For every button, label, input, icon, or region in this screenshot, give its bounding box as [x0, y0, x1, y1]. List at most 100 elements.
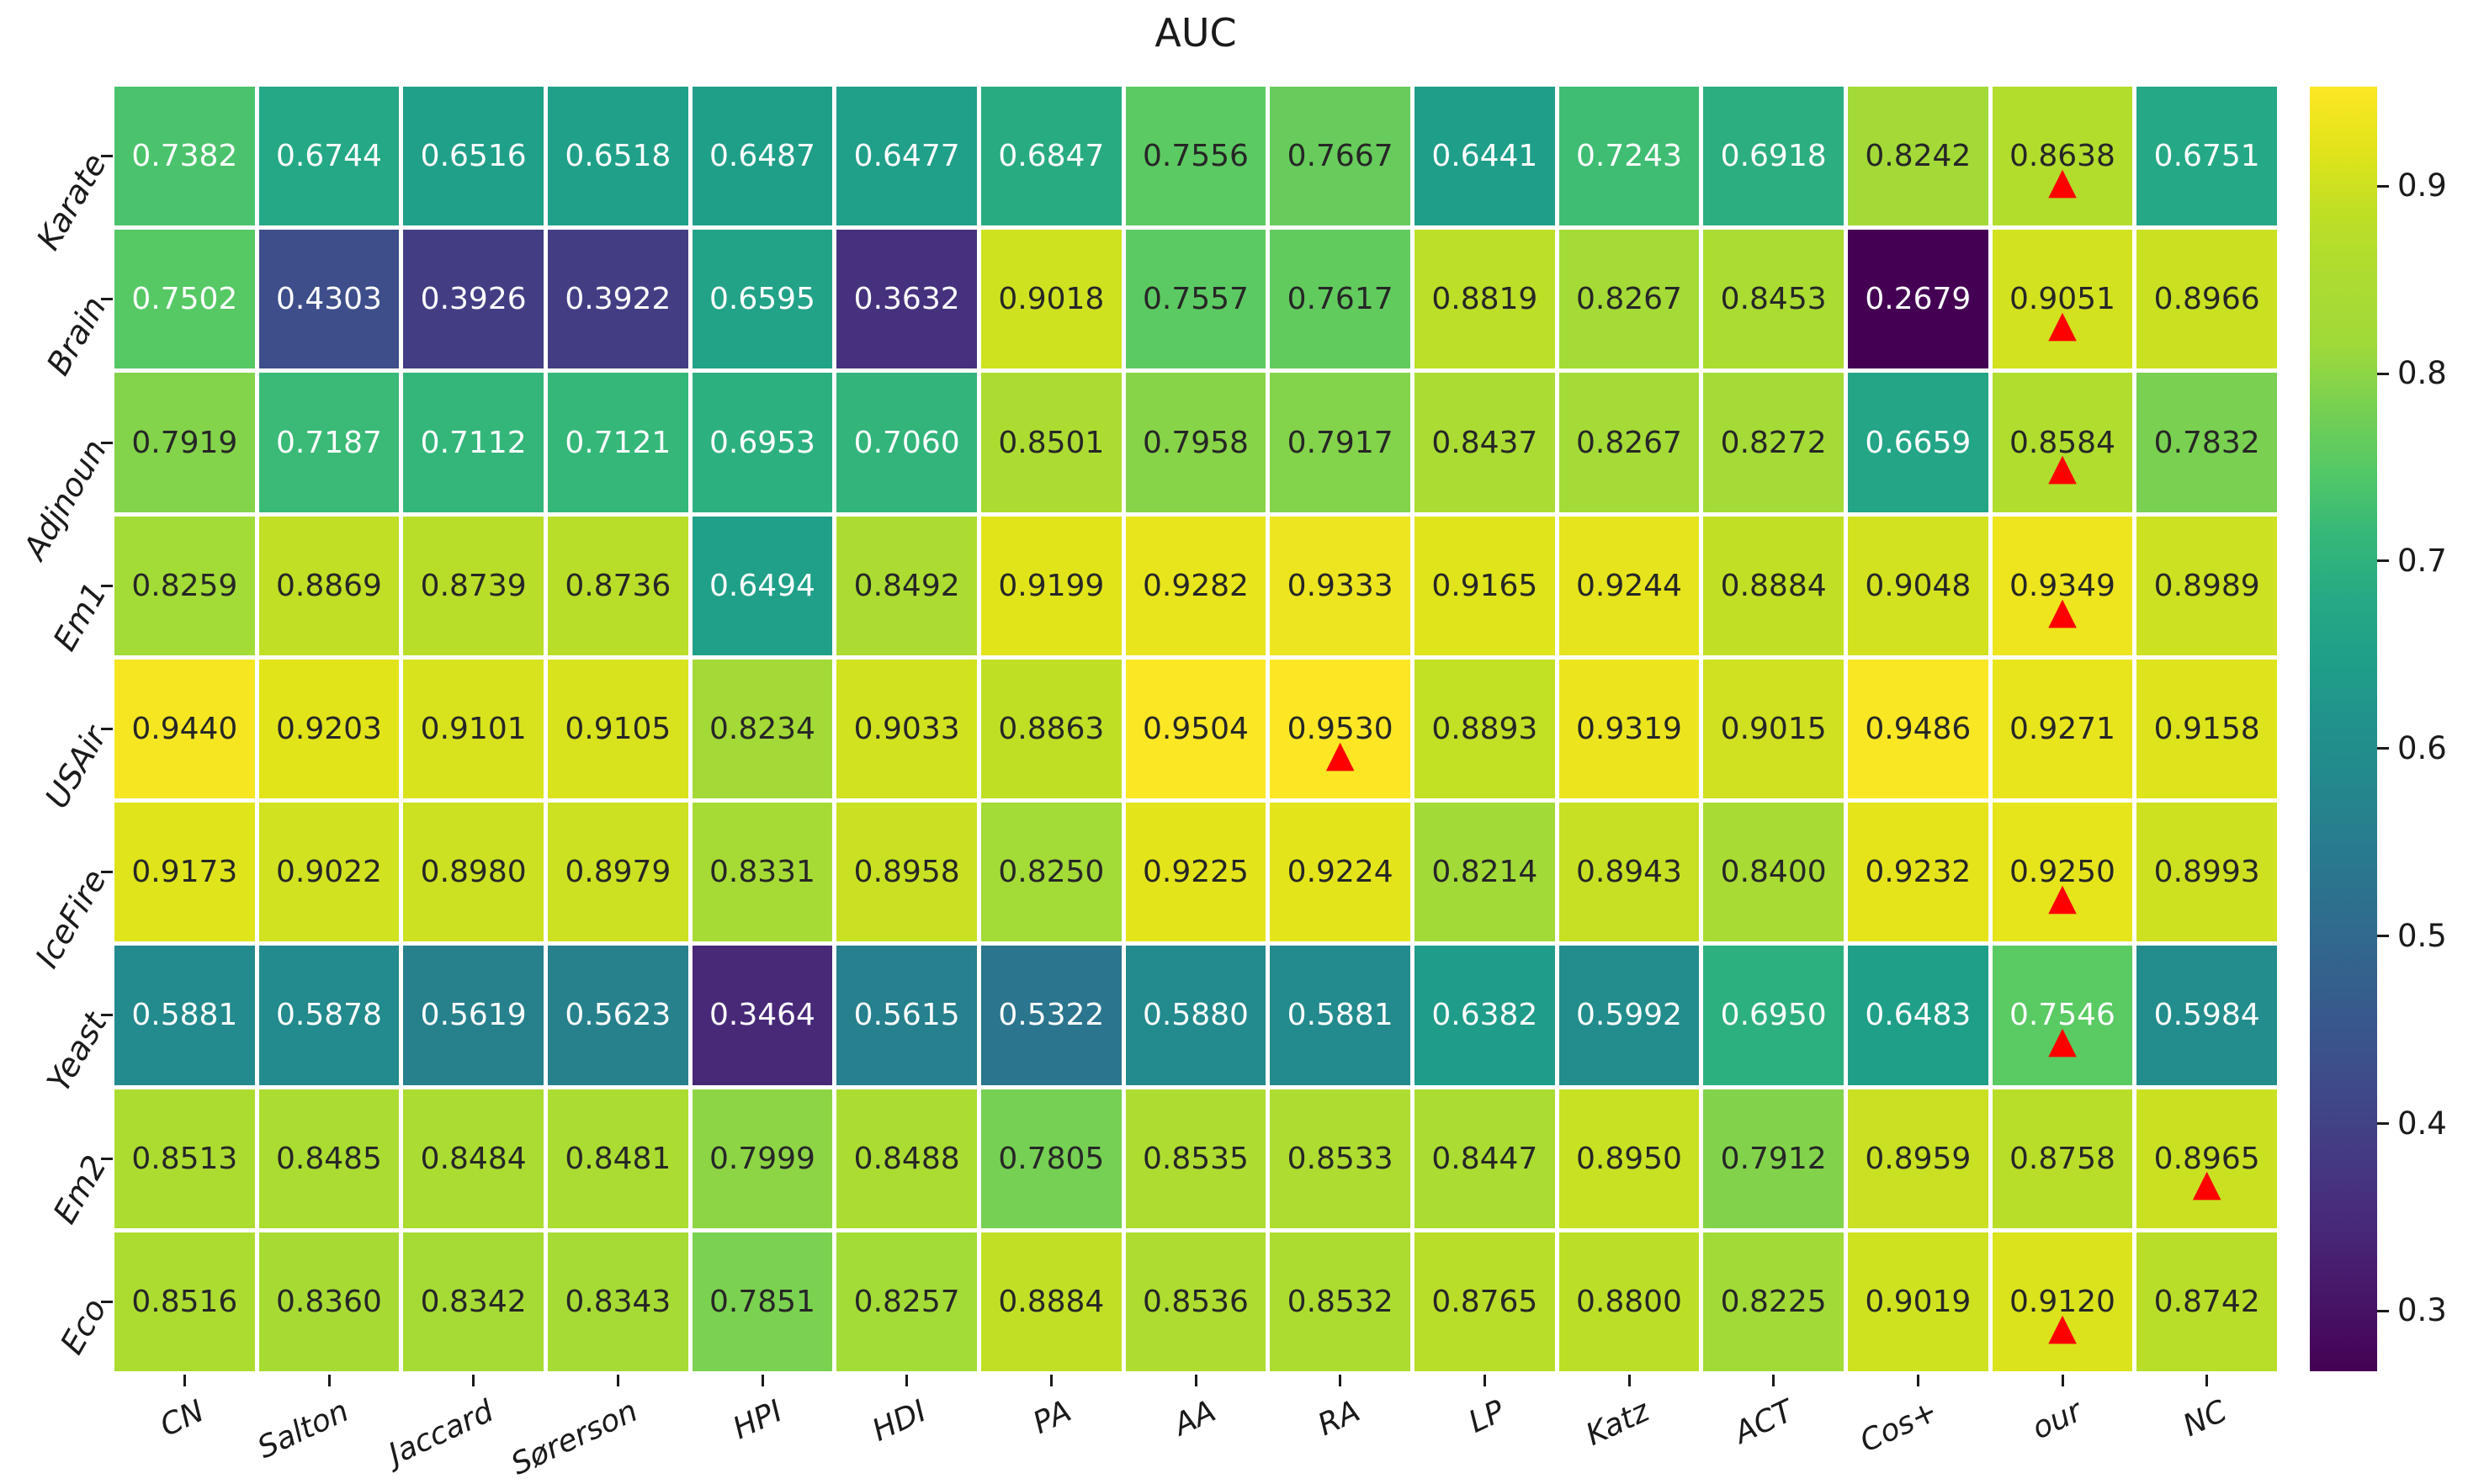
- heatmap-cell: 0.8513: [114, 1089, 255, 1228]
- cell-value: 0.4303: [276, 282, 382, 317]
- cell-value: 0.9173: [131, 855, 238, 890]
- heatmap-cell: 0.9504: [1125, 659, 1266, 799]
- cell-value: 0.3922: [565, 282, 671, 317]
- col-tick: [327, 1375, 331, 1386]
- heatmap-cell: 0.8400: [1703, 803, 1844, 942]
- cell-value: 0.8485: [276, 1141, 382, 1176]
- heatmap-cell: 0.9018: [981, 230, 1122, 369]
- heatmap-cell: 0.8819: [1414, 230, 1555, 369]
- cell-value: 0.5878: [276, 998, 382, 1033]
- heatmap-cell: 0.7112: [403, 373, 544, 512]
- cell-value: 0.9504: [1143, 711, 1249, 746]
- cell-value: 0.9530: [1287, 711, 1393, 746]
- heatmap-cell: 0.6950: [1703, 946, 1844, 1085]
- cell-value: 0.8242: [1865, 139, 1972, 174]
- heatmap-cell: 0.8959: [1848, 1089, 1988, 1228]
- heatmap-cell: 0.8980: [403, 803, 544, 942]
- heatmap-cell: 0.7060: [836, 373, 977, 512]
- row-tick: [101, 155, 113, 158]
- cell-value: 0.9333: [1287, 568, 1393, 603]
- cell-value: 0.9033: [853, 711, 960, 746]
- cell-value: 0.8331: [709, 855, 815, 890]
- cell-value: 0.9250: [2009, 855, 2115, 890]
- cell-value: 0.8272: [1720, 425, 1827, 460]
- cell-value: 0.7557: [1143, 282, 1249, 317]
- col-label: Jaccard: [383, 1393, 499, 1472]
- heatmap-cell: 0.9022: [258, 803, 400, 942]
- cell-value: 0.6744: [276, 139, 382, 174]
- cell-value: 0.8979: [565, 855, 671, 890]
- heatmap-cell: 0.9165: [1414, 516, 1555, 655]
- cell-value: 0.8869: [276, 568, 382, 603]
- cell-value: 0.8532: [1287, 1284, 1393, 1319]
- heatmap-cell: 0.8267: [1558, 230, 1700, 369]
- col-label: RA: [1313, 1393, 1366, 1444]
- cell-value: 0.7187: [276, 425, 382, 460]
- colorbar-tick: [2377, 935, 2389, 938]
- cell-value: 0.6382: [1431, 998, 1538, 1033]
- cell-value: 0.9203: [276, 711, 382, 746]
- cell-value: 0.6441: [1431, 139, 1538, 174]
- heatmap-cell: 0.6595: [692, 230, 833, 369]
- cell-value: 0.8584: [2009, 425, 2115, 460]
- cell-value: 0.7556: [1143, 139, 1249, 174]
- colorbar-tick: [2377, 372, 2389, 375]
- cell-value: 0.8536: [1143, 1284, 1249, 1319]
- heatmap-cell: 0.8979: [548, 803, 688, 942]
- cell-value: 0.9349: [2009, 568, 2115, 603]
- cell-value: 0.6847: [998, 139, 1105, 174]
- colorbar-tick: [2377, 559, 2389, 563]
- cell-value: 0.6751: [2153, 139, 2260, 174]
- heatmap-cell: 0.9271: [1992, 659, 2133, 799]
- heatmap-cell: 0.8965 ▲: [2136, 1089, 2277, 1228]
- col-label: LP: [1462, 1393, 1510, 1440]
- heatmap-cell: 0.3632: [836, 230, 977, 369]
- cell-value: 0.8800: [1576, 1284, 1682, 1319]
- col-tick: [183, 1375, 186, 1386]
- row-label: Karate: [29, 146, 114, 257]
- heatmap-cell: 0.8533: [1270, 1089, 1410, 1228]
- heatmap-cell: 0.8739: [403, 516, 544, 655]
- heatmap-cell: 0.8331: [692, 803, 833, 942]
- cell-value: 0.8884: [1720, 568, 1827, 603]
- cell-value: 0.8342: [420, 1284, 527, 1319]
- cell-value: 0.8259: [131, 568, 238, 603]
- col-tick: [1339, 1375, 1342, 1386]
- cell-value: 0.6659: [1865, 425, 1972, 460]
- col-tick: [1483, 1375, 1486, 1386]
- cell-value: 0.8765: [1431, 1284, 1538, 1319]
- col-tick: [1916, 1375, 1919, 1386]
- col-label: HDI: [867, 1393, 932, 1449]
- heatmap-cell: 0.7546 ▲: [1992, 946, 2133, 1085]
- heatmap-cell: 0.8943: [1558, 803, 1700, 942]
- heatmap-cell: 0.5615: [836, 946, 977, 1085]
- cell-value: 0.8758: [2009, 1141, 2115, 1176]
- col-label: our: [2027, 1393, 2088, 1447]
- cell-value: 0.5881: [131, 998, 238, 1033]
- heatmap-cell: 0.6483: [1848, 946, 1988, 1085]
- cell-value: 0.9101: [420, 711, 527, 746]
- heatmap-cell: 0.9120 ▲: [1992, 1232, 2133, 1371]
- cell-value: 0.6483: [1865, 998, 1972, 1033]
- cell-value: 0.5623: [565, 998, 671, 1033]
- cell-value: 0.3464: [709, 998, 815, 1033]
- cell-value: 0.8492: [853, 568, 960, 603]
- heatmap-cell: 0.8535: [1125, 1089, 1266, 1228]
- cell-value: 0.8488: [853, 1141, 960, 1176]
- cell-value: 0.7919: [131, 425, 238, 460]
- cell-value: 0.6595: [709, 282, 815, 317]
- heatmap-cell: 0.6516: [403, 87, 544, 226]
- heatmap-cell: 0.6659: [1848, 373, 1988, 512]
- cell-value: 0.8863: [998, 711, 1105, 746]
- cell-value: 0.5880: [1143, 998, 1249, 1033]
- colorbar-tick: [2377, 1309, 2389, 1312]
- cell-value: 0.8400: [1720, 855, 1827, 890]
- cell-value: 0.6494: [709, 568, 815, 603]
- col-label: ACT: [1729, 1393, 1799, 1451]
- cell-value: 0.7502: [131, 282, 238, 317]
- cell-value: 0.9199: [998, 568, 1105, 603]
- cell-value: 0.7243: [1576, 139, 1682, 174]
- cell-value: 0.8501: [998, 425, 1105, 460]
- cell-value: 0.8250: [998, 855, 1105, 890]
- heatmap-cell: 0.6751: [2136, 87, 2277, 226]
